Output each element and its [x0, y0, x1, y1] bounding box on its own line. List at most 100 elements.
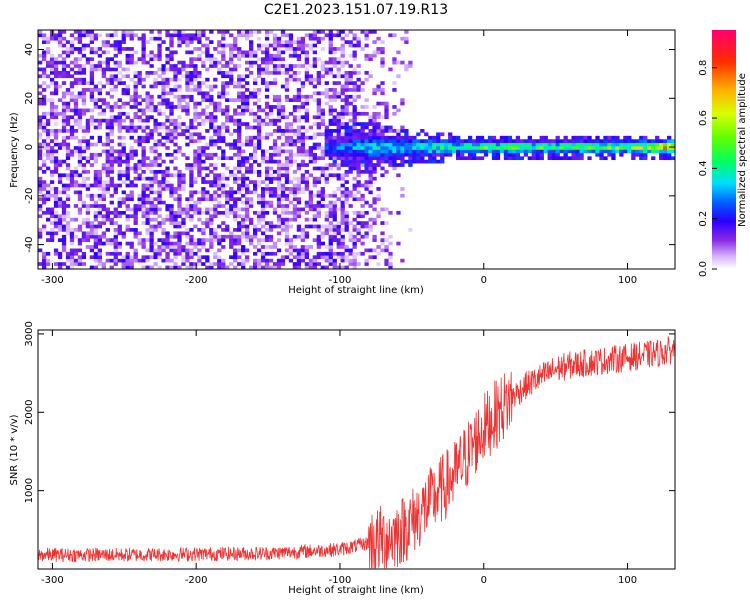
heatmap-cell — [233, 234, 238, 239]
heatmap-cell — [129, 53, 134, 58]
heatmap-cell — [356, 169, 361, 174]
heatmap-cell — [229, 142, 234, 147]
heatmap-cell — [69, 60, 75, 65]
heatmap-cell — [384, 258, 389, 263]
heatmap-cell — [141, 245, 146, 249]
heatmap-cell — [157, 33, 162, 38]
heatmap-cell — [117, 64, 122, 68]
heatmap-cell — [491, 146, 497, 150]
heatmap-cell — [527, 139, 532, 143]
heatmap-cell — [157, 187, 162, 191]
heatmap-cell — [89, 255, 95, 260]
heatmap-cell — [559, 149, 564, 154]
heatmap-cell — [53, 224, 59, 229]
heatmap-cell — [340, 43, 345, 48]
heatmap-cell — [149, 231, 154, 236]
heatmap-cell — [344, 224, 349, 229]
heatmap-cell — [396, 142, 401, 147]
heatmap-cell — [165, 101, 170, 106]
heatmap-cell — [113, 33, 118, 38]
heatmap-cell — [133, 210, 138, 215]
heatmap-cell — [193, 88, 198, 92]
heatmap-cell — [535, 156, 540, 161]
heatmap-cell — [125, 262, 130, 266]
heatmap-cell — [280, 108, 286, 113]
heatmap-cell — [129, 118, 134, 123]
heatmap-cell — [237, 152, 242, 157]
heatmap-cell — [276, 57, 282, 62]
heatmap-cell — [603, 146, 608, 150]
heatmap-cell — [153, 57, 158, 62]
heatmap-cell — [336, 91, 341, 96]
heatmap-cell — [121, 81, 126, 85]
heatmap-cell — [45, 258, 51, 263]
heatmap-cell — [77, 50, 83, 55]
heatmap-cell — [141, 197, 146, 202]
heatmap-cell — [61, 228, 67, 232]
heatmap-cell — [296, 77, 302, 82]
heatmap-cell — [73, 258, 79, 263]
heatmap-cell — [352, 57, 357, 62]
heatmap-cell — [356, 135, 361, 140]
heatmap-cell — [217, 193, 222, 198]
heatmap-cell — [81, 149, 87, 154]
heatmap-cell — [249, 40, 254, 44]
heatmap-cell — [340, 98, 345, 102]
heatmap-cell — [308, 156, 314, 161]
heatmap-cell — [440, 132, 445, 137]
heatmap-cell — [404, 142, 409, 147]
heatmap-cell — [189, 176, 194, 181]
heatmap-cell — [249, 60, 254, 65]
heatmap-cell — [161, 84, 166, 89]
heatmap-cell — [392, 146, 397, 150]
heatmap-cell — [288, 149, 294, 154]
heatmap-cell — [507, 146, 513, 150]
heatmap-cell — [169, 207, 174, 212]
heatmap-cell — [340, 183, 345, 188]
heatmap-cell — [93, 241, 99, 246]
heatmap-cell — [249, 180, 254, 184]
heatmap-cell — [61, 81, 67, 85]
heatmap-cell — [336, 118, 341, 123]
heatmap-cell — [121, 101, 126, 106]
heatmap-cell — [145, 105, 150, 109]
heatmap-cell — [352, 94, 357, 99]
heatmap-cell — [205, 129, 210, 133]
heatmap-cell — [49, 238, 55, 242]
heatmap-cell — [639, 149, 644, 154]
heatmap-cell — [89, 98, 95, 102]
heatmap-cell — [205, 115, 210, 120]
heatmap-cell — [117, 204, 122, 208]
heatmap-cell — [272, 152, 278, 157]
heatmap-cell — [368, 142, 373, 147]
heatmap-cell — [444, 146, 449, 150]
heatmap-cell — [157, 245, 162, 249]
heatmap-cell — [225, 105, 230, 109]
heatmap-cell — [304, 115, 310, 120]
heatmap-cell — [252, 142, 258, 147]
heatmap-cell — [89, 67, 95, 72]
heatmap-cell — [312, 183, 317, 188]
heatmap-cell — [344, 221, 349, 225]
heatmap-cell — [280, 115, 286, 120]
heatmap-cell — [292, 193, 298, 198]
heatmap-cell — [440, 149, 445, 154]
heatmap-cell — [336, 94, 341, 99]
heatmap-cell — [663, 146, 668, 150]
heatmap-cell — [121, 149, 126, 154]
heatmap-cell — [185, 210, 190, 215]
heatmap-cell — [312, 262, 317, 266]
heatmap-cell — [141, 149, 146, 154]
heatmap-cell — [336, 197, 341, 202]
heatmap-cell — [213, 129, 218, 133]
heatmap-cell — [571, 135, 576, 140]
heatmap-cell — [296, 57, 302, 62]
heatmap-cell — [448, 139, 453, 143]
heatmap-cell — [340, 217, 345, 222]
heatmap-cell — [153, 105, 158, 109]
heatmap-cell — [101, 193, 106, 198]
heatmap-cell — [332, 159, 337, 164]
heatmap-cell — [292, 234, 298, 239]
heatmap-cell — [348, 152, 353, 157]
heatmap-cell — [113, 60, 118, 65]
